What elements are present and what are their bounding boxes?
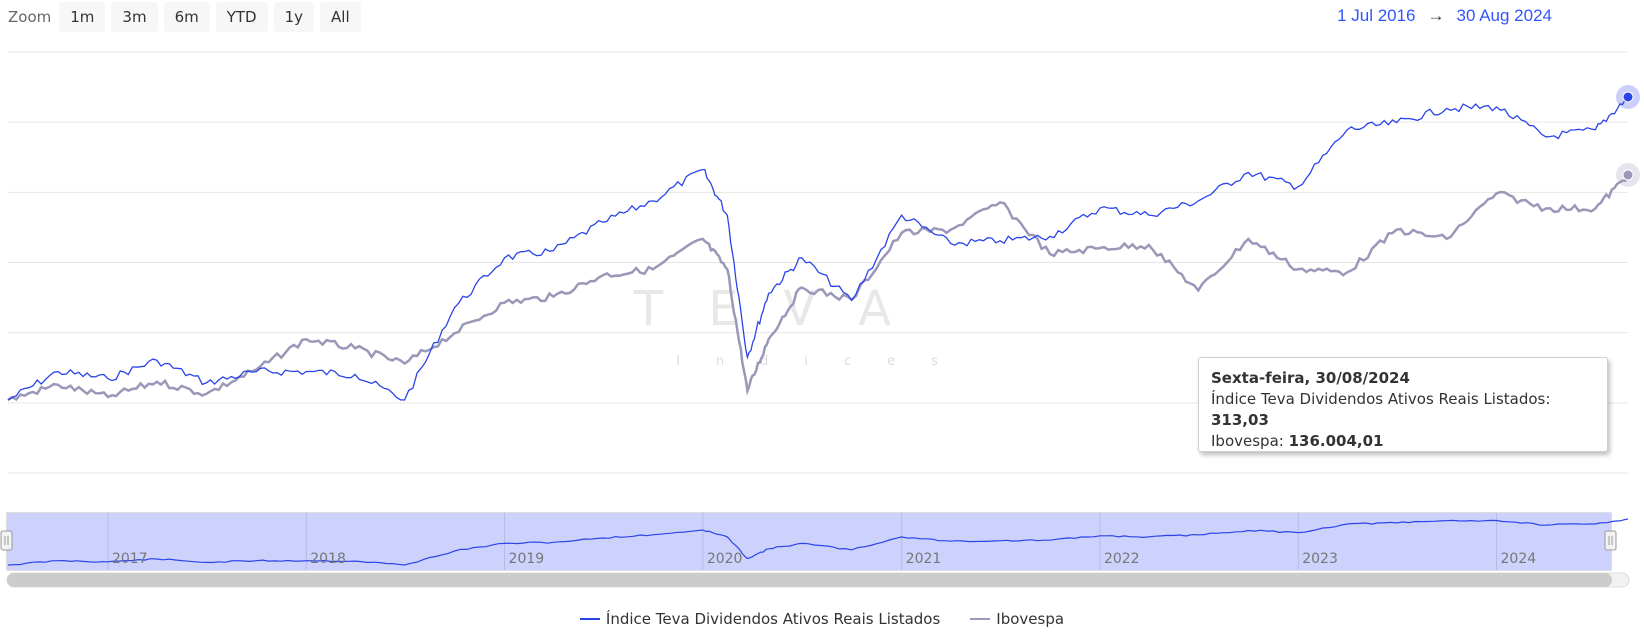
navigator-year-label: 2022: [1104, 551, 1140, 567]
date-arrow: →: [1427, 6, 1445, 25]
legend-label-ibovespa: Ibovespa: [996, 610, 1065, 628]
stock-chart: TEVA Indices 2017 2018 2019 2020 2021 2022 202…: [0, 51, 1640, 588]
zoom-6m-button[interactable]: 6m: [163, 2, 210, 32]
date-from-input[interactable]: 1 Jul 2016: [1337, 6, 1416, 25]
zoom-bar: Zoom 1m 3m 6m YTD 1y All: [8, 2, 361, 32]
navigator-year-label: 2024: [1501, 551, 1537, 567]
tooltip-series1-name: Índice Teva Dividendos Ativos Reais List…: [1211, 390, 1546, 408]
navigator-series-line: [7, 518, 1629, 566]
navigator-year-label: 2021: [906, 551, 942, 567]
legend-swatch-teva: [579, 618, 600, 620]
navigator-year-label: 2019: [509, 551, 545, 567]
tooltip: Sexta-feira, 30/08/2024 Índice Teva Divi…: [1198, 357, 1608, 452]
watermark-title: TEVA: [633, 281, 936, 337]
chart-grid: [8, 51, 1628, 474]
legend-item-teva[interactable]: Índice Teva Dividendos Ativos Reais List…: [579, 610, 941, 628]
tooltip-date: Sexta-feira, 30/08/2024: [1211, 369, 1410, 387]
navigator-left-handle[interactable]: [0, 530, 13, 551]
zoom-1m-button[interactable]: 1m: [59, 2, 106, 32]
legend-swatch-ibovespa: [970, 618, 991, 620]
date-range: 1 Jul 2016 → 30 Aug 2024: [1337, 6, 1552, 26]
legend-label-teva: Índice Teva Dividendos Ativos Reais List…: [605, 610, 941, 628]
tooltip-series2-value: 136.004,01: [1288, 432, 1384, 450]
legend-item-ibovespa[interactable]: Ibovespa: [970, 610, 1064, 628]
zoom-all-button[interactable]: All: [320, 2, 361, 32]
tooltip-series1-value: 313,03: [1211, 411, 1269, 429]
navigator-year-label: 2020: [707, 551, 743, 567]
navigator-year-label: 2023: [1302, 551, 1338, 567]
legend: Índice Teva Dividendos Ativos Reais List…: [0, 610, 1644, 628]
zoom-3m-button[interactable]: 3m: [111, 2, 158, 32]
date-to-input[interactable]: 30 Aug 2024: [1456, 6, 1552, 25]
zoom-1y-button[interactable]: 1y: [273, 2, 315, 32]
zoom-label: Zoom: [8, 8, 52, 26]
scrollbar-thumb[interactable]: [7, 573, 1612, 587]
marker-ibovespa: [1622, 169, 1634, 181]
navigator-year-label: 2017: [112, 551, 148, 567]
navigator-year-label: 2018: [310, 551, 346, 567]
marker-teva: [1622, 91, 1634, 103]
navigator-x-labels: 2017 2018 2019 2020 2021 2022 2023 2024: [112, 551, 1536, 567]
tooltip-series2-name: Ibovespa: [1211, 432, 1279, 450]
zoom-ytd-button[interactable]: YTD: [215, 2, 268, 32]
series-teva-line: [7, 96, 1629, 401]
hover-markers: [1616, 85, 1640, 187]
navigator-right-handle[interactable]: [1604, 530, 1617, 551]
navigator[interactable]: 2017 2018 2019 2020 2021 2022 2023 2024: [0, 512, 1630, 588]
watermark-subtitle: Indices: [676, 354, 974, 369]
watermark: TEVA Indices: [633, 281, 974, 369]
series-ibovespa-line: [7, 174, 1630, 402]
